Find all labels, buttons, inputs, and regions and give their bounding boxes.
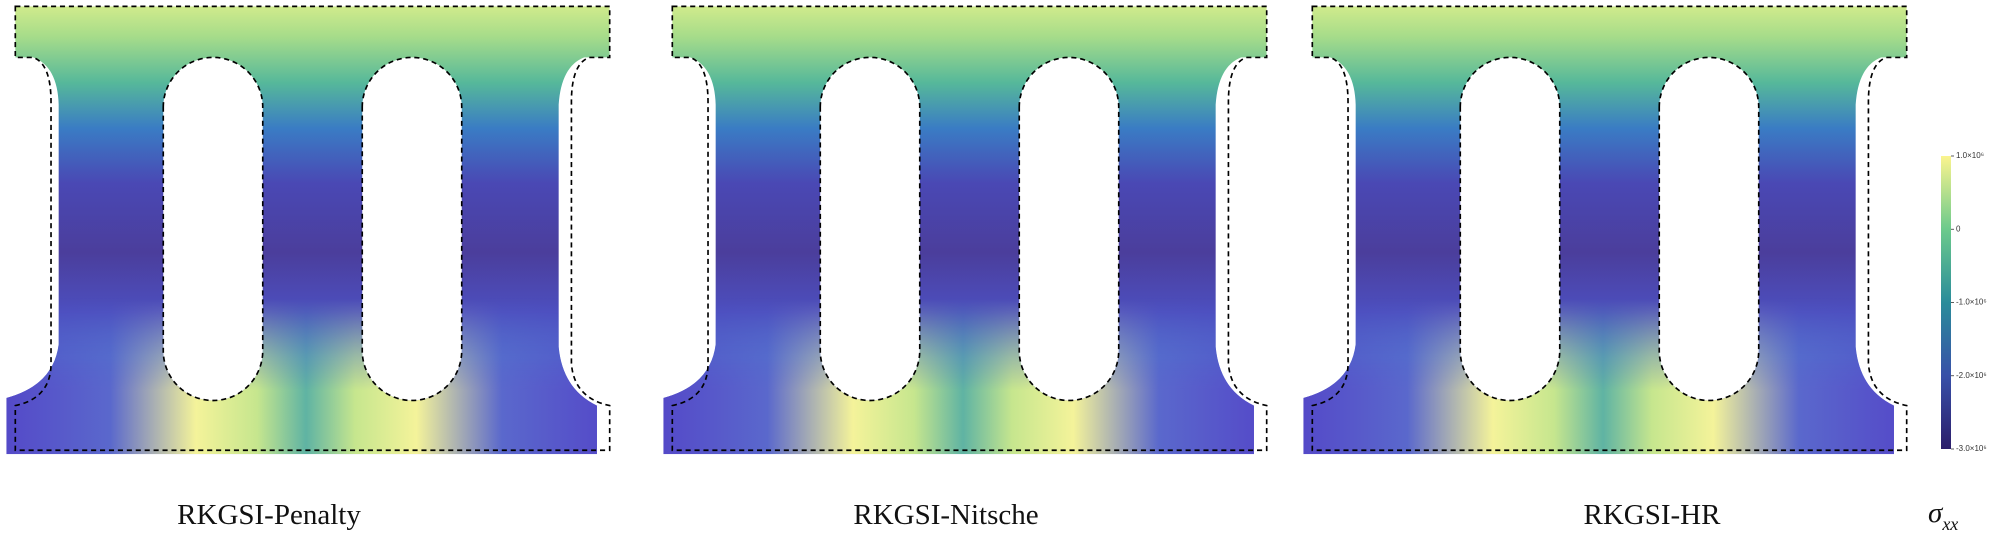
symbol: σ [1928, 497, 1944, 529]
panel-label: RKGSI-Nitsche [853, 499, 1038, 531]
subscript: xx [1941, 514, 1958, 534]
tick-label: 0 [1956, 224, 1961, 233]
tick-label: 1.0×10⁶ [1956, 151, 1984, 160]
panel-1 [0, 0, 612, 459]
tick-label: -2.0×10⁶ [1956, 371, 1987, 380]
tick-label: -3.0×10⁶ [1956, 444, 1987, 453]
panel-label: RKGSI-HR [1584, 499, 1722, 531]
tick-label: -1.0×10⁶ [1956, 298, 1987, 307]
panel-label: RKGSI-Penalty [177, 499, 361, 531]
colorbar [1941, 156, 1951, 449]
panel-2 [657, 0, 1269, 459]
panel-3 [1297, 0, 1909, 459]
colorbar-label: σxx [1928, 497, 1958, 534]
